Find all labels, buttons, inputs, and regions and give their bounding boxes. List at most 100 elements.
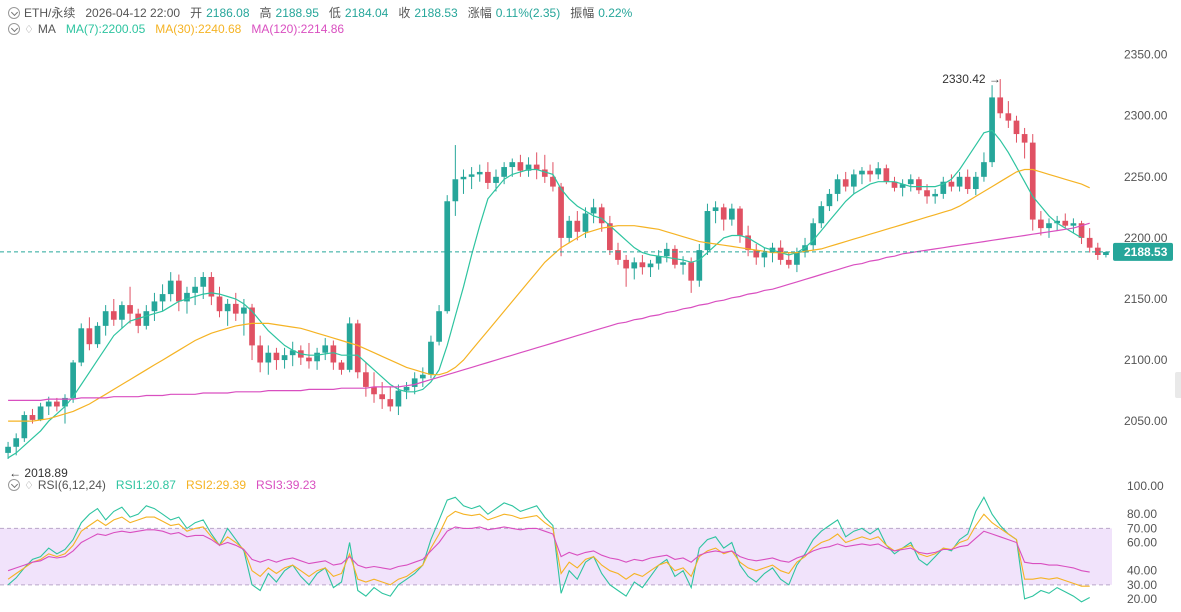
side-panel-handle[interactable] <box>1175 372 1181 398</box>
candle-up <box>647 263 654 268</box>
candle-up <box>850 174 857 187</box>
candle-up <box>509 162 516 168</box>
candle-down <box>517 162 524 171</box>
rsi-label: RSI(6,12,24) <box>37 478 106 492</box>
candle-up <box>452 179 459 202</box>
ma30-line <box>8 168 1090 422</box>
candle-up <box>493 176 499 183</box>
candle-down <box>916 179 922 191</box>
candle-down <box>249 307 255 346</box>
candle-down <box>558 186 564 238</box>
price-tick-label: 2200.00 <box>1124 231 1168 245</box>
candle-down <box>273 352 280 361</box>
open-label: 开 <box>190 6 203 20</box>
candle-down <box>607 223 613 251</box>
candle-up <box>834 179 841 194</box>
candle-down <box>785 259 792 265</box>
collapse-rsi-icon[interactable] <box>8 479 20 491</box>
candle-up <box>403 386 410 391</box>
candle-down <box>1038 219 1044 229</box>
candle-down <box>354 323 361 373</box>
low-value: 2184.04 <box>344 5 389 20</box>
candle-down <box>330 345 337 363</box>
candle-up <box>794 252 800 265</box>
change-label: 涨幅 <box>467 6 492 20</box>
candle-down <box>306 357 312 362</box>
rsi2-value: RSI2:29.39 <box>185 478 247 492</box>
candle-up <box>501 167 507 177</box>
collapse-ma-icon[interactable] <box>8 23 20 35</box>
candle-down <box>598 207 605 224</box>
candle-up <box>826 193 833 207</box>
symbol-label: ETH/永续 <box>24 6 76 20</box>
candle-up <box>810 223 817 246</box>
candle-up <box>428 341 434 375</box>
candle-up <box>192 286 198 293</box>
candle-down <box>1029 142 1036 220</box>
candle-up <box>62 397 68 407</box>
candle-down <box>639 262 646 268</box>
candle-up <box>224 303 231 312</box>
rsi-tick-label: 100.00 <box>1127 479 1164 493</box>
candle-down <box>257 345 264 363</box>
candle-up <box>680 262 686 265</box>
candle-up <box>468 174 475 177</box>
candle-up <box>94 325 101 345</box>
candle-up <box>728 208 735 220</box>
candle-up <box>411 378 418 387</box>
candle-up <box>899 184 906 188</box>
candle-up <box>859 170 865 175</box>
candle-up <box>419 374 426 379</box>
candle-down <box>745 235 751 251</box>
candle-up <box>525 164 532 171</box>
candle-up <box>37 406 44 420</box>
candle-down <box>533 164 540 170</box>
candle-up <box>143 311 150 326</box>
rsi-tick-label: 20.00 <box>1127 592 1157 606</box>
rsi-tick-label: 60.00 <box>1127 535 1157 549</box>
rsi-tick-label: 30.00 <box>1127 578 1157 592</box>
candle-up <box>663 248 670 257</box>
ma30-value: MA(30):2240.68 <box>155 22 242 36</box>
candle-up <box>45 401 52 407</box>
candle-up <box>21 415 28 439</box>
rsi-band <box>0 528 1112 585</box>
price-tick-label: 2100.00 <box>1124 353 1168 367</box>
candle-up <box>289 350 296 356</box>
candle-up <box>70 362 76 398</box>
candle-down <box>842 179 849 187</box>
rsi3-line <box>7 526 1090 573</box>
rsi-alert-icon[interactable]: ♢ <box>24 479 34 492</box>
candle-down <box>485 171 491 183</box>
candle-up <box>590 207 597 214</box>
candle-down <box>1013 120 1020 135</box>
rsi-tick-label: 80.00 <box>1127 507 1157 521</box>
candle-up <box>395 390 402 407</box>
candle-down <box>110 311 117 320</box>
candle-up <box>476 171 483 175</box>
candle-up <box>102 311 109 326</box>
candle-down <box>54 401 60 407</box>
price-tick-label: 2300.00 <box>1124 109 1168 123</box>
candle-down <box>623 259 629 269</box>
candle-down <box>948 181 955 187</box>
ma-legend: ♢ MA MA(7):2200.05 MA(30):2240.68 MA(120… <box>8 22 344 36</box>
candle-up <box>932 193 939 197</box>
high-annotation: 2330.42 → <box>942 72 1001 86</box>
candle-up <box>265 352 272 363</box>
ma7-value: MA(7):2200.05 <box>65 22 146 36</box>
candle-datetime: 2026-04-12 22:00 <box>85 5 181 20</box>
candle-down <box>777 247 784 260</box>
last-price-tag <box>1113 242 1173 261</box>
candle-up <box>761 252 768 258</box>
alert-bell-icon[interactable]: ♢ <box>24 23 34 36</box>
close-value: 2188.53 <box>414 5 458 20</box>
candle-down <box>208 276 215 297</box>
last-price-tag-label: 2188.53 <box>1124 245 1168 259</box>
candle-up <box>1054 220 1060 224</box>
candle-up <box>151 301 158 312</box>
candle-down <box>379 394 386 400</box>
candle-up <box>1103 251 1109 255</box>
collapse-legend-icon[interactable] <box>8 6 20 19</box>
